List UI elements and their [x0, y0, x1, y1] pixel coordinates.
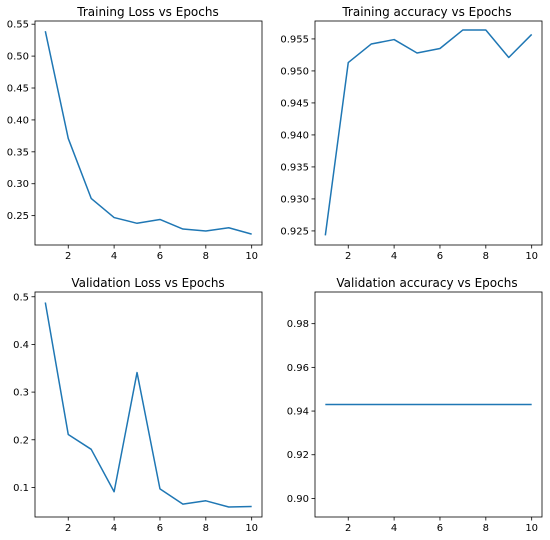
x-tick-label: 6 [437, 523, 443, 534]
x-tick-label: 6 [157, 251, 163, 262]
x-tick-label: 10 [525, 523, 538, 534]
x-tick-label: 4 [111, 251, 117, 262]
series-line [44, 302, 252, 508]
series-line [324, 29, 533, 236]
y-tick-label: 0.945 [280, 98, 309, 109]
x-tick-label: 2 [65, 523, 71, 534]
x-tick-label: 2 [345, 523, 351, 534]
chart-panel-3: Validation Loss vs Epochs 2 4 6 8 10 0.1 0.2 0.3… [13, 276, 263, 534]
y-tick-label: 0.55 [7, 20, 29, 31]
y-tick-label: 0.90 [287, 494, 309, 505]
x-tick-label: 2 [345, 251, 351, 262]
chart-panel-1: Training Loss vs Epochs 2 4 6 8 10 0.25 0.30 0.3… [7, 5, 263, 262]
y-tick-label: 0.5 [13, 292, 29, 303]
chart-title: Validation accuracy vs Epochs [336, 276, 517, 290]
plot-frame [34, 291, 263, 518]
x-tick-label: 2 [65, 251, 71, 262]
x-tick-label: 10 [245, 251, 258, 262]
y-tick-label: 0.98 [287, 319, 309, 330]
y-tick-label: 0.92 [287, 450, 309, 461]
chart-title: Validation Loss vs Epochs [71, 276, 224, 290]
series-line [44, 31, 252, 235]
y-tick-label: 0.45 [7, 84, 29, 95]
chart-panel-2: Training accuracy vs Epochs 2 4 6 8 10 0.925 0.… [280, 5, 543, 262]
y-tick-label: 0.25 [7, 211, 29, 222]
x-tick-label: 6 [437, 251, 443, 262]
y-tick-label: 0.950 [280, 66, 309, 77]
y-tick-label: 0.4 [13, 340, 29, 351]
x-tick-label: 10 [245, 523, 258, 534]
plot-frame [34, 20, 263, 246]
y-tick-label: 0.2 [13, 435, 29, 446]
y-tick-label: 0.96 [287, 363, 309, 374]
y-tick-label: 0.35 [7, 147, 29, 158]
plot-frame [314, 20, 543, 246]
x-tick-label: 8 [483, 523, 489, 534]
chart-title: Training Loss vs Epochs [76, 5, 218, 19]
x-tick-label: 4 [391, 251, 397, 262]
y-tick-label: 0.935 [280, 162, 309, 173]
y-tick-label: 0.3 [13, 388, 29, 399]
y-tick-label: 0.940 [280, 130, 309, 141]
x-tick-label: 8 [483, 251, 489, 262]
y-tick-label: 0.40 [7, 115, 29, 126]
plot-frame [314, 291, 543, 518]
chart-panel-4: Validation accuracy vs Epochs 2 4 6 8 10 0.90 0… [287, 276, 543, 534]
y-tick-label: 0.955 [280, 34, 309, 45]
y-tick-label: 0.94 [287, 407, 309, 418]
y-tick-label: 0.1 [13, 483, 29, 494]
x-tick-label: 6 [157, 523, 163, 534]
y-tick-label: 0.30 [7, 179, 29, 190]
x-tick-label: 8 [203, 251, 209, 262]
y-tick-label: 0.930 [280, 194, 309, 205]
x-tick-label: 8 [203, 523, 209, 534]
x-tick-label: 4 [391, 523, 397, 534]
x-tick-label: 10 [525, 251, 538, 262]
y-tick-label: 0.925 [280, 226, 309, 237]
x-tick-label: 4 [111, 523, 117, 534]
y-tick-label: 0.50 [7, 52, 29, 63]
chart-title: Training accuracy vs Epochs [341, 5, 511, 19]
